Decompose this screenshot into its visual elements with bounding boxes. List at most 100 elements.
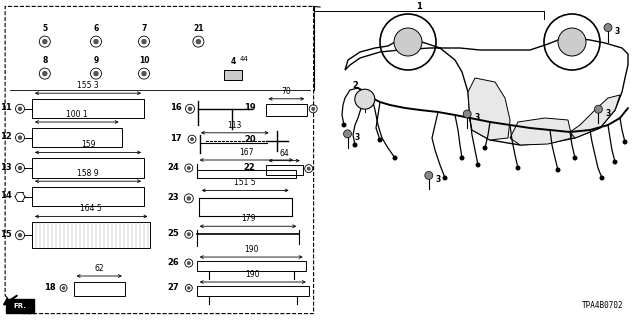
Text: 20: 20	[244, 135, 255, 144]
Bar	[32, 128, 122, 147]
Bar	[197, 170, 296, 178]
Text: 5: 5	[42, 24, 47, 33]
Circle shape	[342, 123, 346, 127]
Text: 27: 27	[167, 283, 179, 292]
Circle shape	[463, 110, 471, 118]
Text: 21: 21	[193, 24, 204, 33]
Text: 190: 190	[244, 245, 259, 254]
Text: 8: 8	[42, 56, 47, 65]
Text: 70: 70	[282, 87, 291, 96]
Text: 7: 7	[141, 24, 147, 33]
Text: 12: 12	[0, 132, 12, 141]
Text: 3: 3	[436, 175, 441, 184]
Bar	[32, 99, 144, 118]
Text: 179: 179	[241, 214, 255, 223]
Polygon shape	[570, 95, 620, 138]
Circle shape	[355, 89, 375, 109]
Text: 15: 15	[0, 230, 12, 239]
Text: 164 5: 164 5	[81, 204, 102, 213]
Circle shape	[460, 156, 465, 161]
Circle shape	[476, 163, 481, 167]
Circle shape	[187, 166, 191, 170]
Text: 23: 23	[167, 193, 179, 202]
Bar	[32, 158, 144, 178]
Text: 3: 3	[615, 27, 620, 36]
Circle shape	[595, 105, 602, 113]
Circle shape	[187, 232, 191, 236]
Circle shape	[394, 28, 422, 56]
Circle shape	[188, 107, 192, 111]
Text: 2: 2	[352, 81, 358, 90]
Bar	[197, 261, 306, 271]
Text: 16: 16	[170, 103, 182, 112]
Text: 17: 17	[170, 134, 182, 143]
Text: 3: 3	[474, 114, 479, 123]
Circle shape	[18, 166, 22, 170]
Circle shape	[515, 165, 520, 171]
Text: 3: 3	[355, 133, 360, 142]
Text: 113: 113	[228, 121, 242, 130]
Text: 26: 26	[167, 258, 179, 267]
Circle shape	[623, 140, 627, 145]
Text: 100 1: 100 1	[66, 110, 88, 119]
Circle shape	[573, 156, 577, 161]
Text: 18: 18	[44, 283, 56, 292]
Circle shape	[141, 71, 147, 76]
Text: FR.: FR.	[13, 303, 27, 309]
Text: 155 3: 155 3	[77, 81, 99, 90]
Text: 24: 24	[167, 163, 179, 172]
Bar	[6, 299, 34, 313]
Circle shape	[378, 138, 383, 142]
Text: 167: 167	[239, 148, 253, 157]
Circle shape	[311, 107, 315, 111]
Circle shape	[483, 146, 488, 150]
Circle shape	[42, 39, 47, 44]
Text: 4: 4	[230, 57, 236, 66]
Text: 13: 13	[1, 163, 12, 172]
Circle shape	[612, 159, 618, 164]
Text: 11: 11	[0, 103, 12, 112]
Bar	[32, 187, 144, 206]
Text: 158 9: 158 9	[77, 169, 99, 178]
Text: 151 5: 151 5	[234, 179, 256, 188]
Bar	[32, 222, 150, 248]
Text: 44: 44	[239, 56, 248, 61]
Circle shape	[18, 233, 22, 237]
Polygon shape	[468, 78, 510, 140]
Text: 22: 22	[244, 163, 255, 172]
Text: 9: 9	[93, 56, 99, 65]
Bar	[224, 69, 242, 80]
Circle shape	[556, 167, 561, 172]
Text: 64: 64	[279, 148, 289, 158]
Circle shape	[186, 196, 191, 201]
Circle shape	[187, 286, 191, 290]
Polygon shape	[510, 118, 572, 145]
Text: 25: 25	[167, 229, 179, 238]
Bar	[197, 286, 308, 296]
Bar	[266, 164, 303, 175]
Circle shape	[187, 261, 191, 265]
Circle shape	[604, 24, 612, 32]
Circle shape	[600, 175, 605, 180]
Text: 62: 62	[94, 264, 104, 273]
Text: TPA4B0702: TPA4B0702	[582, 301, 624, 310]
Circle shape	[93, 71, 99, 76]
Text: 159: 159	[81, 140, 95, 149]
Circle shape	[141, 39, 147, 44]
Text: 19: 19	[244, 103, 255, 112]
Circle shape	[93, 39, 99, 44]
Bar	[74, 282, 125, 296]
Circle shape	[42, 71, 47, 76]
Text: 1: 1	[416, 2, 422, 11]
Text: 3: 3	[605, 109, 611, 118]
Circle shape	[307, 167, 311, 171]
Text: 190: 190	[246, 270, 260, 279]
Circle shape	[18, 135, 22, 140]
Circle shape	[442, 175, 447, 180]
Text: 6: 6	[93, 24, 99, 33]
Circle shape	[344, 130, 351, 138]
Circle shape	[558, 28, 586, 56]
Circle shape	[62, 286, 65, 290]
Bar	[266, 104, 307, 116]
Circle shape	[190, 137, 194, 141]
